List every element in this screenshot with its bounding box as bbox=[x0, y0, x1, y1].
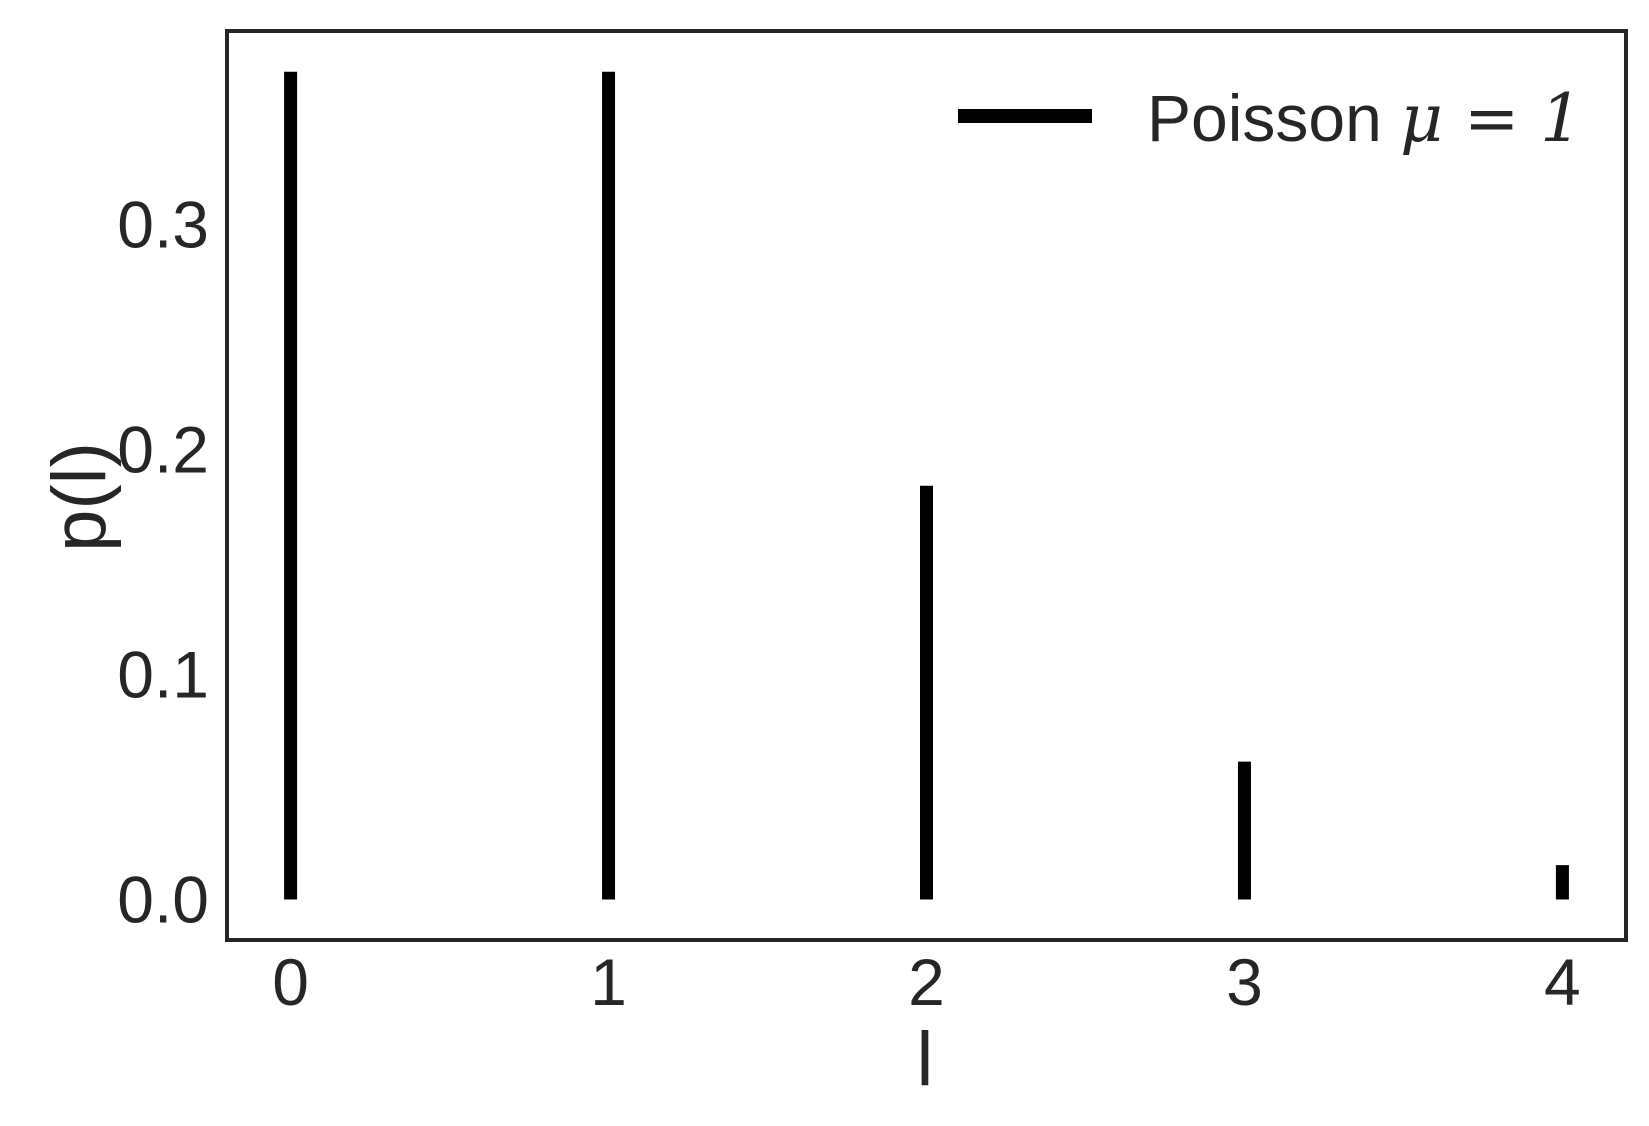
x-tick-label-2: 2 bbox=[908, 945, 945, 1019]
legend-label-math: μ = 1 bbox=[1400, 80, 1582, 157]
y-axis-label: p(l) bbox=[37, 442, 122, 552]
x-axis-label: l bbox=[917, 1017, 934, 1102]
y-tick-label-0-2: 0.2 bbox=[117, 413, 209, 487]
x-tick-label-3: 3 bbox=[1226, 945, 1263, 1019]
y-tick-label-0-3: 0.3 bbox=[117, 188, 209, 262]
x-tick-label-1: 1 bbox=[590, 945, 627, 1019]
x-tick-labels: 0 1 2 3 4 bbox=[272, 945, 1581, 1019]
y-tick-label-0-1: 0.1 bbox=[117, 638, 209, 712]
plot-frame bbox=[225, 29, 1628, 942]
legend-label-prefix: Poisson bbox=[1147, 81, 1400, 155]
y-tick-labels: 0.0 0.1 0.2 0.3 bbox=[117, 188, 209, 937]
stems bbox=[284, 71, 1569, 900]
x-tick-label-0: 0 bbox=[272, 945, 309, 1019]
x-tick-label-4: 4 bbox=[1544, 945, 1581, 1019]
legend: Poisson μ = 1 bbox=[958, 80, 1582, 157]
legend-label: Poisson μ = 1 bbox=[1147, 80, 1582, 157]
plot-area bbox=[225, 29, 1628, 942]
y-tick-label-0-0: 0.0 bbox=[117, 863, 209, 937]
